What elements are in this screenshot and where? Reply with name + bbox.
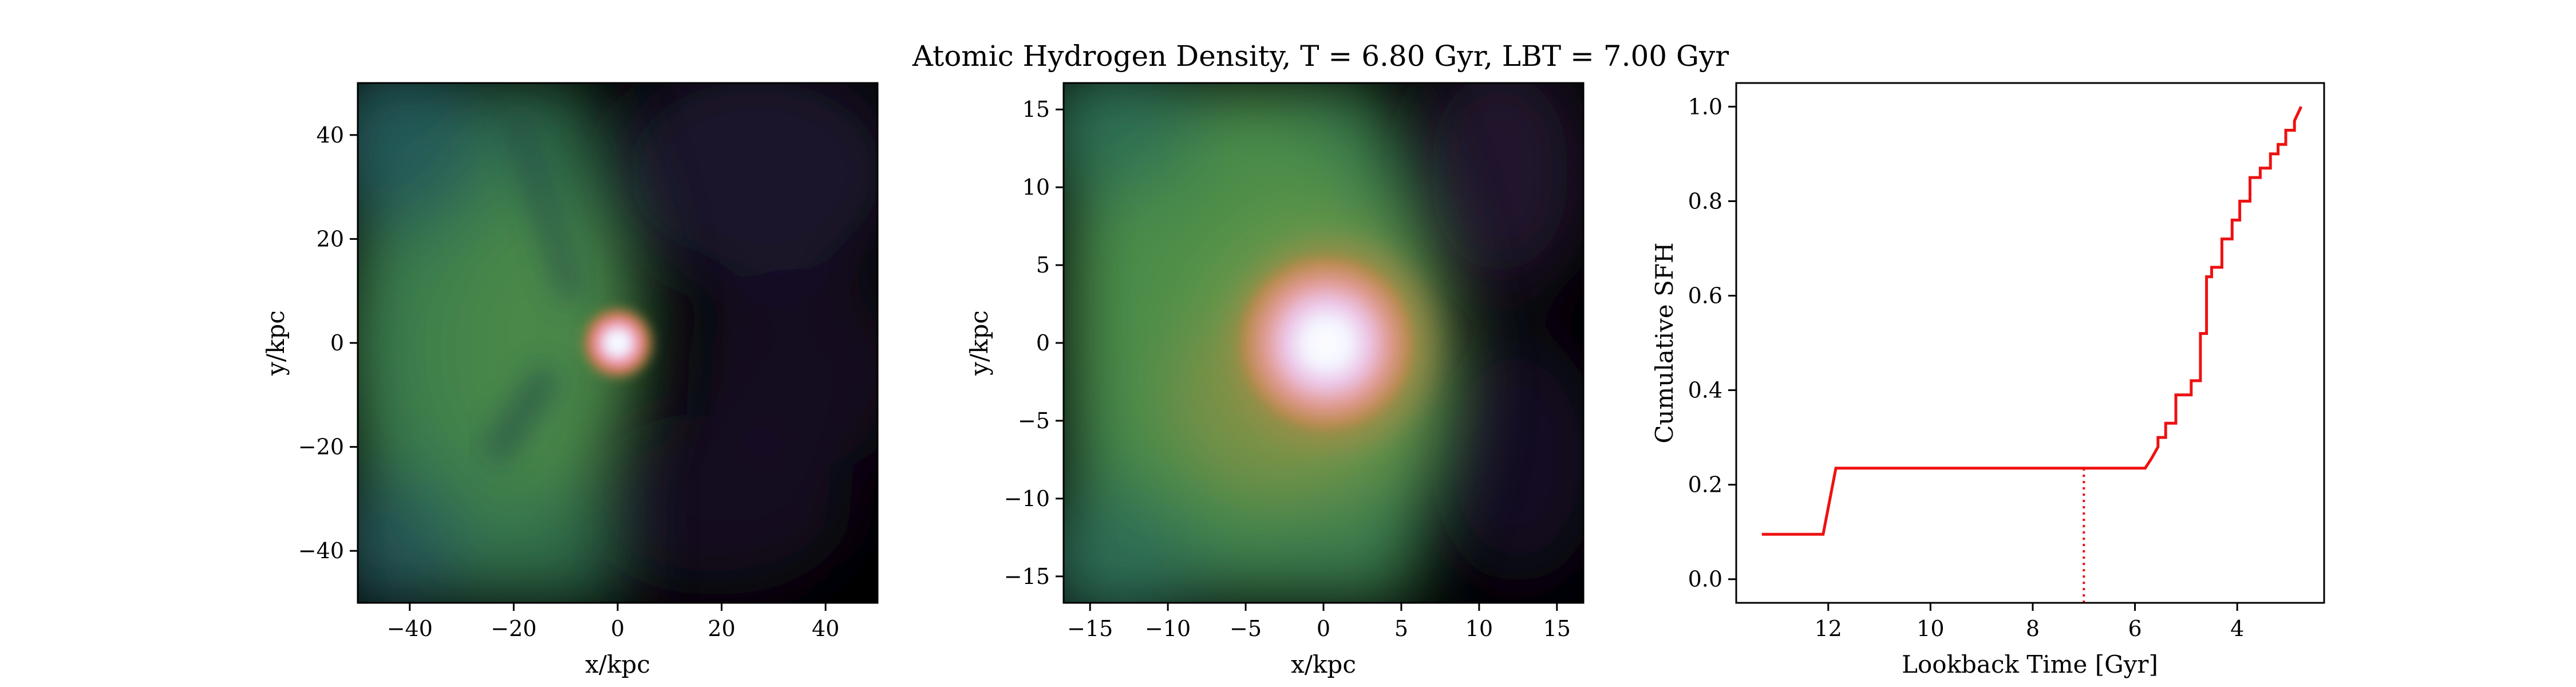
x-tick-label: 5 — [1394, 616, 1408, 641]
y-tick-label: −10 — [1004, 486, 1050, 511]
figure-title: Atomic Hydrogen Density, T = 6.80 Gyr, L… — [912, 40, 1729, 73]
middle-x-axis-ticks: −15 −10 −5 0 5 10 15 — [1067, 603, 1571, 641]
middle-y-axis-label: y/kpc — [965, 310, 993, 376]
y-tick-label: −40 — [298, 538, 344, 563]
y-tick-label: 5 — [1036, 252, 1050, 278]
x-tick-label: 0 — [611, 616, 625, 641]
x-tick-label: 40 — [812, 616, 839, 641]
left-y-axis-label: y/kpc — [262, 310, 290, 376]
y-tick-label: −20 — [298, 435, 344, 460]
x-tick-label: −10 — [1145, 616, 1191, 641]
x-tick-label: −40 — [387, 616, 433, 641]
x-tick-label: −20 — [491, 616, 536, 641]
x-tick-label: 10 — [1465, 616, 1493, 641]
x-tick-label: −5 — [1230, 616, 1262, 641]
y-tick-label: 15 — [1022, 97, 1050, 122]
y-tick-label: 1.0 — [1688, 94, 1722, 119]
y-tick-label: 0 — [330, 330, 344, 356]
y-tick-label: 0 — [1036, 330, 1050, 356]
x-tick-label: 8 — [2026, 616, 2040, 641]
left-heatmap-panel: −40 −20 0 20 40 −40 −20 0 20 40 x/kpc y/kpc — [262, 82, 879, 678]
right-x-axis-label: Lookback Time [Gyr] — [1902, 650, 2158, 678]
y-tick-label: 10 — [1022, 175, 1050, 200]
x-tick-label: 4 — [2230, 616, 2244, 641]
x-tick-label: 12 — [1815, 616, 1842, 641]
right-x-axis-ticks: 12 10 8 6 4 — [1815, 603, 2244, 641]
x-tick-label: 6 — [2128, 616, 2142, 641]
y-tick-label: 0.4 — [1688, 378, 1722, 403]
y-tick-label: −5 — [1018, 408, 1050, 433]
left-heatmap-image — [358, 83, 878, 603]
left-x-axis-ticks: −40 −20 0 20 40 — [387, 603, 839, 641]
middle-heatmap-panel: −15 −10 −5 0 5 10 15 −15 −10 −5 0 5 10 15 x/kpc y/kp… — [965, 82, 1585, 678]
right-y-axis-ticks: 0.0 0.2 0.4 0.6 0.8 1.0 — [1688, 94, 1736, 592]
left-x-axis-label: x/kpc — [585, 650, 650, 678]
y-tick-label: 0.0 — [1688, 567, 1722, 592]
right-y-axis-label: Cumulative SFH — [1650, 242, 1678, 443]
middle-heatmap-image — [1064, 83, 1583, 603]
x-tick-label: 10 — [1917, 616, 1944, 641]
y-tick-label: 0.8 — [1688, 188, 1722, 214]
x-tick-label: 0 — [1317, 616, 1330, 641]
middle-x-axis-label: x/kpc — [1291, 650, 1356, 678]
y-tick-label: 40 — [317, 123, 344, 148]
left-y-axis-ticks: −40 −20 0 20 40 — [298, 123, 358, 563]
cumulative-sfh-plot-area — [1761, 106, 2303, 603]
y-tick-label: 20 — [317, 226, 344, 251]
y-tick-label: −15 — [1004, 564, 1050, 589]
y-tick-label: 0.6 — [1688, 283, 1722, 308]
x-tick-label: −15 — [1067, 616, 1113, 641]
cumulative-sfh-line — [1761, 106, 2303, 536]
y-tick-label: 0.2 — [1688, 472, 1722, 498]
x-tick-label: 20 — [708, 616, 735, 641]
x-tick-label: 15 — [1543, 616, 1571, 641]
middle-y-axis-ticks: −15 −10 −5 0 5 10 15 — [1004, 97, 1064, 589]
right-line-panel: 12 10 8 6 4 0.0 0.2 0.4 0.6 0.8 1.0 Lookback Time… — [1650, 82, 2325, 678]
